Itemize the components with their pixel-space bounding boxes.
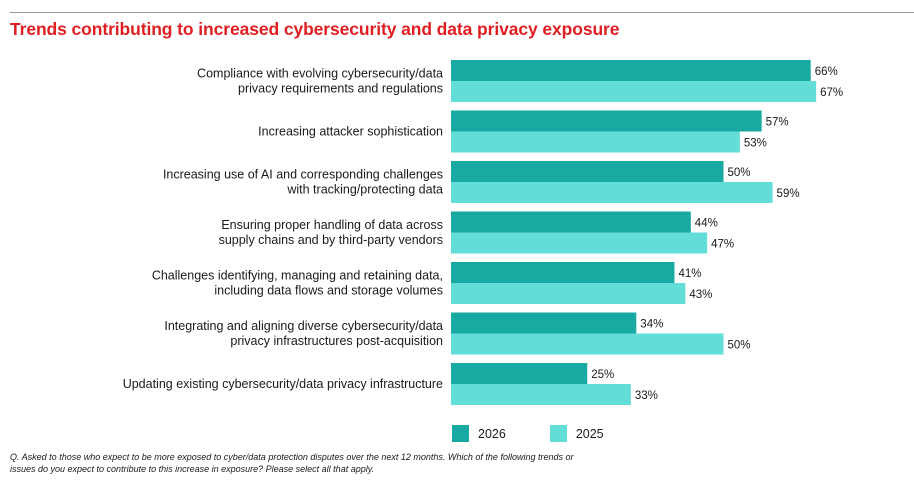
- data-label: 50%: [728, 167, 751, 179]
- legend-label-2025: 2025: [575, 426, 604, 441]
- bar-2026: [451, 312, 637, 334]
- bar-2025: [451, 131, 740, 153]
- data-label: 53%: [744, 138, 767, 150]
- category-label: Updating existing cybersecurity/data pri…: [123, 377, 443, 391]
- bar-2026: [451, 161, 724, 182]
- data-label: 44%: [695, 218, 718, 230]
- data-label: 34%: [640, 319, 663, 331]
- bar-2025: [451, 333, 724, 355]
- category-label: Challenges identifying, managing and ret…: [152, 269, 443, 283]
- legend-swatch-2026: [452, 425, 469, 442]
- data-label: 66%: [815, 66, 838, 78]
- data-label: 67%: [820, 87, 843, 99]
- category-label: including data flows and storage volumes: [214, 284, 443, 298]
- category-label: Increasing attacker sophistication: [258, 125, 443, 139]
- bar-2026: [451, 262, 675, 283]
- survey-footnote: Q. Asked to those who expect to be more …: [10, 452, 574, 474]
- data-label: 25%: [591, 369, 614, 381]
- data-label: 41%: [678, 268, 701, 280]
- data-label: 43%: [689, 289, 712, 301]
- category-label: privacy requirements and regulations: [238, 82, 443, 96]
- data-label: 50%: [728, 340, 751, 352]
- category-label: Compliance with evolving cybersecurity/d…: [197, 67, 443, 81]
- legend-item-2025: 2025: [549, 425, 604, 442]
- category-label: privacy infrastructures post-acquisition: [230, 334, 443, 348]
- legend-swatch-2025: [549, 425, 567, 442]
- chart-title: Trends contributing to increased cyberse…: [10, 19, 620, 39]
- bar-2026: [451, 211, 691, 233]
- bar-2025: [451, 283, 686, 304]
- top-divider: [10, 12, 914, 13]
- data-label: 59%: [777, 188, 800, 200]
- legend-label-2026: 2026: [478, 426, 506, 441]
- bar-2025: [451, 384, 631, 405]
- bar-chart: Compliance with evolving cybersecurity/d…: [123, 60, 843, 405]
- category-label: Increasing use of AI and corresponding c…: [163, 168, 443, 182]
- bar-2025: [451, 232, 708, 254]
- bar-2026: [451, 363, 588, 384]
- bar-2026: [451, 60, 811, 81]
- category-label: Ensuring proper handling of data across: [221, 218, 443, 232]
- category-label: supply chains and by third-party vendors: [219, 233, 443, 247]
- data-label: 47%: [711, 239, 734, 251]
- bar-2026: [451, 110, 762, 132]
- data-label: 57%: [766, 117, 789, 129]
- bar-2025: [451, 81, 817, 102]
- data-label: 33%: [635, 390, 658, 402]
- chart-legend: 2026 2025: [452, 425, 648, 442]
- category-label: Integrating and aligning diverse cyberse…: [164, 319, 443, 333]
- bar-2025: [451, 182, 773, 203]
- legend-item-2026: 2026: [452, 425, 506, 442]
- category-label: with tracking/protecting data: [286, 183, 443, 197]
